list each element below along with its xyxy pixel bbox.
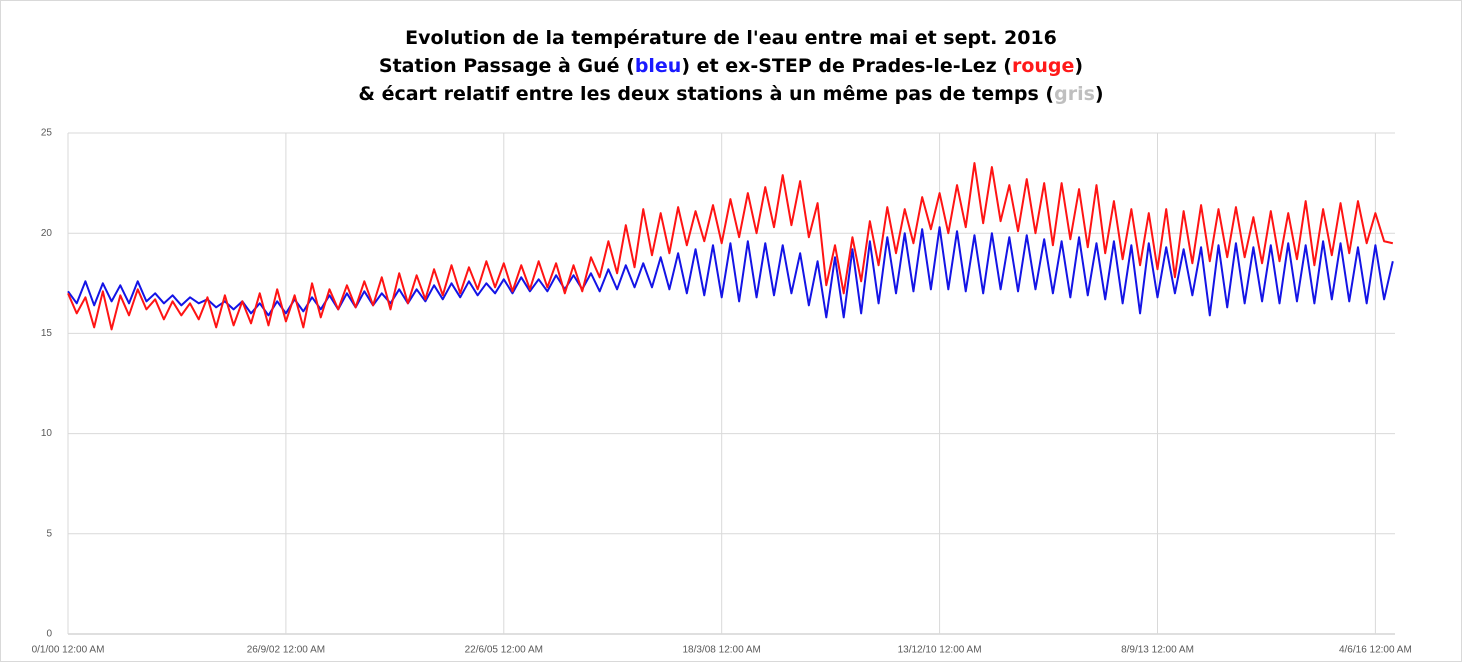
title-part: ) <box>1074 55 1083 77</box>
x-tick-label: 26/9/02 12:00 AM <box>247 645 325 656</box>
series-line <box>67 226 1394 319</box>
chart-title: Station Passage à Gué (bleu) et ex-STEP … <box>379 55 1083 77</box>
x-tick-label: 22/6/05 12:00 AM <box>465 645 543 656</box>
title-part: gris <box>1054 83 1095 105</box>
x-tick-label: 0/1/00 12:00 AM <box>32 645 105 656</box>
title-part: & écart relatif entre les deux stations … <box>358 83 1054 105</box>
chart-title: & écart relatif entre les deux stations … <box>358 83 1103 105</box>
title-part: Evolution de la température de l'eau ent… <box>405 27 1057 49</box>
y-tick-label: 5 <box>46 528 52 539</box>
x-tick-label: 18/3/08 12:00 AM <box>682 645 760 656</box>
y-tick-label: 15 <box>41 328 53 339</box>
x-tick-label: 8/9/13 12:00 AM <box>1121 645 1194 656</box>
y-tick-label: 20 <box>41 228 53 239</box>
title-part: ) et ex-STEP de Prades-le-Lez ( <box>681 55 1012 77</box>
title-part: Station Passage à Gué ( <box>379 55 635 77</box>
series-line <box>67 162 1394 331</box>
y-tick-label: 10 <box>41 428 53 439</box>
x-tick-label: 13/12/10 12:00 AM <box>898 645 982 656</box>
y-tick-label: 0 <box>46 629 52 640</box>
title-part: rouge <box>1012 55 1074 77</box>
title-part: ) <box>1095 83 1104 105</box>
x-tick-label: 4/6/16 12:00 AM <box>1339 645 1412 656</box>
chart-title: Evolution de la température de l'eau ent… <box>405 27 1057 49</box>
title-part: bleu <box>635 55 682 77</box>
y-tick-label: 25 <box>41 128 53 139</box>
